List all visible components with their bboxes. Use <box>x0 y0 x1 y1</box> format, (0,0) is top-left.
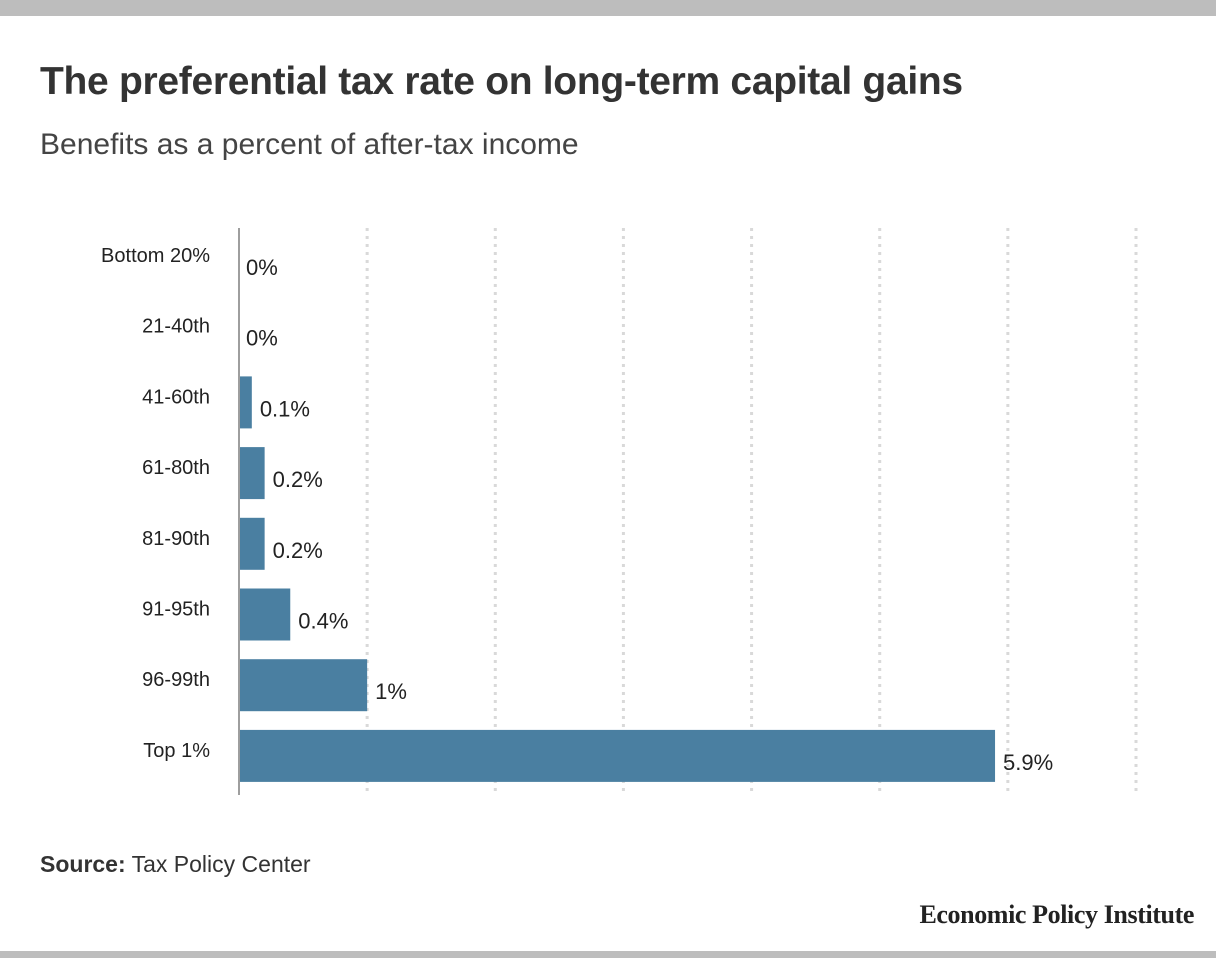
value-label-8: 5.9% <box>1003 750 1053 775</box>
value-label-7: 1% <box>375 679 407 704</box>
value-label-1: 0% <box>246 255 278 280</box>
bar-6 <box>239 588 291 641</box>
category-label-1: Bottom 20% <box>101 245 210 267</box>
value-labels: 0% 0% 0.1% 0.2% 0.2% 0.4% 1% 5.9% <box>246 255 1053 775</box>
category-label-6: 91-95th <box>142 599 210 621</box>
bars <box>239 376 996 782</box>
bar-5 <box>239 517 265 570</box>
top-border-bar <box>0 0 1216 16</box>
bar-7 <box>239 659 368 712</box>
value-label-2: 0% <box>246 326 278 351</box>
category-label-3: 41-60th <box>142 386 210 408</box>
category-label-7: 96-99th <box>142 669 210 691</box>
value-label-3: 0.1% <box>260 396 310 421</box>
category-label-5: 81-90th <box>142 528 210 550</box>
category-label-8: Top 1% <box>143 740 210 762</box>
bar-chart: Bottom 20% 21-40th 41-60th 61-80th 81-90th 91… <box>101 228 1138 795</box>
bar-4 <box>239 447 265 500</box>
brand-wordmark: Economic Policy Institute <box>919 900 1194 929</box>
bar-8 <box>239 729 996 782</box>
chart-title: The preferential tax rate on long-term c… <box>40 60 963 103</box>
value-label-5: 0.2% <box>273 538 323 563</box>
source-note: Source: Tax Policy Center <box>40 851 311 878</box>
category-label-2: 21-40th <box>142 316 210 338</box>
source-key: Source: <box>40 851 126 877</box>
category-label-4: 61-80th <box>142 457 210 479</box>
value-label-6: 0.4% <box>298 609 348 634</box>
bottom-border-bar <box>0 951 1216 958</box>
category-labels: Bottom 20% 21-40th 41-60th 61-80th 81-90th 91… <box>101 245 210 762</box>
value-label-4: 0.2% <box>273 467 323 492</box>
source-value: Tax Policy Center <box>125 851 311 877</box>
chart-subtitle: Benefits as a percent of after-tax incom… <box>40 128 579 161</box>
bar-3 <box>239 376 252 429</box>
gridlines <box>365 228 1138 795</box>
